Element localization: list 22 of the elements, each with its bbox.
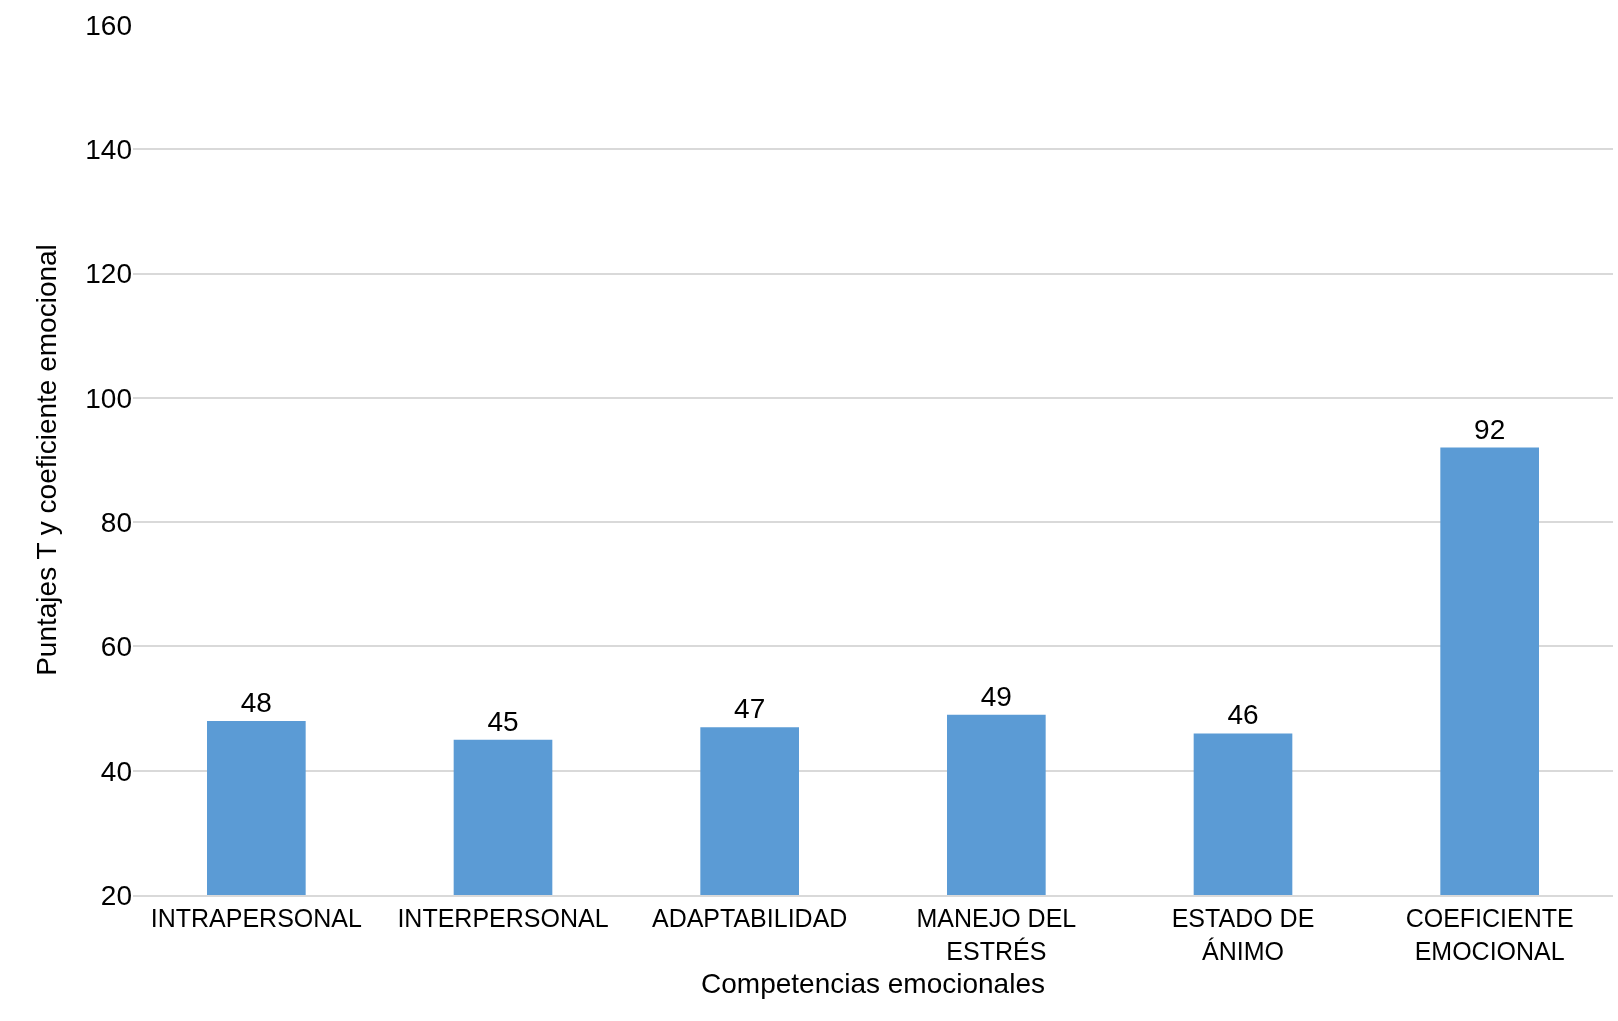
data-label: 48 <box>240 687 272 718</box>
x-tick-label: MANEJO DEL ESTRÉS <box>916 904 1077 965</box>
data-label: 45 <box>487 705 519 737</box>
data-label: 49 <box>980 680 1012 712</box>
y-tick-label: 100 <box>85 382 132 414</box>
x-tick-label: INTERPERSONAL <box>397 904 609 932</box>
x-tick-label: INTRAPERSONAL <box>150 904 362 932</box>
y-tick-label: 60 <box>100 631 132 663</box>
y-tick-label: 120 <box>85 258 132 290</box>
x-tick-label: ADAPTABILIDAD <box>651 904 848 932</box>
y-tick-label: 140 <box>85 134 132 166</box>
y-tick-label: 40 <box>100 755 132 787</box>
x-axis-title: Competencias emocionales <box>701 968 1045 1000</box>
y-axis-title: Puntajes T y coeficiente emocional <box>30 244 62 676</box>
y-tick-label: 20 <box>100 879 132 911</box>
y-tick-label: 80 <box>100 506 132 538</box>
data-label: 47 <box>734 693 766 725</box>
data-label: 92 <box>1474 413 1506 445</box>
data-label: 46 <box>1227 699 1259 731</box>
x-tick-label: ESTADO DE ÁNIMO <box>1171 904 1315 965</box>
y-tick-label: 160 <box>85 9 132 41</box>
x-tick-label: COEFICIENTE EMOCIONAL <box>1405 904 1574 965</box>
